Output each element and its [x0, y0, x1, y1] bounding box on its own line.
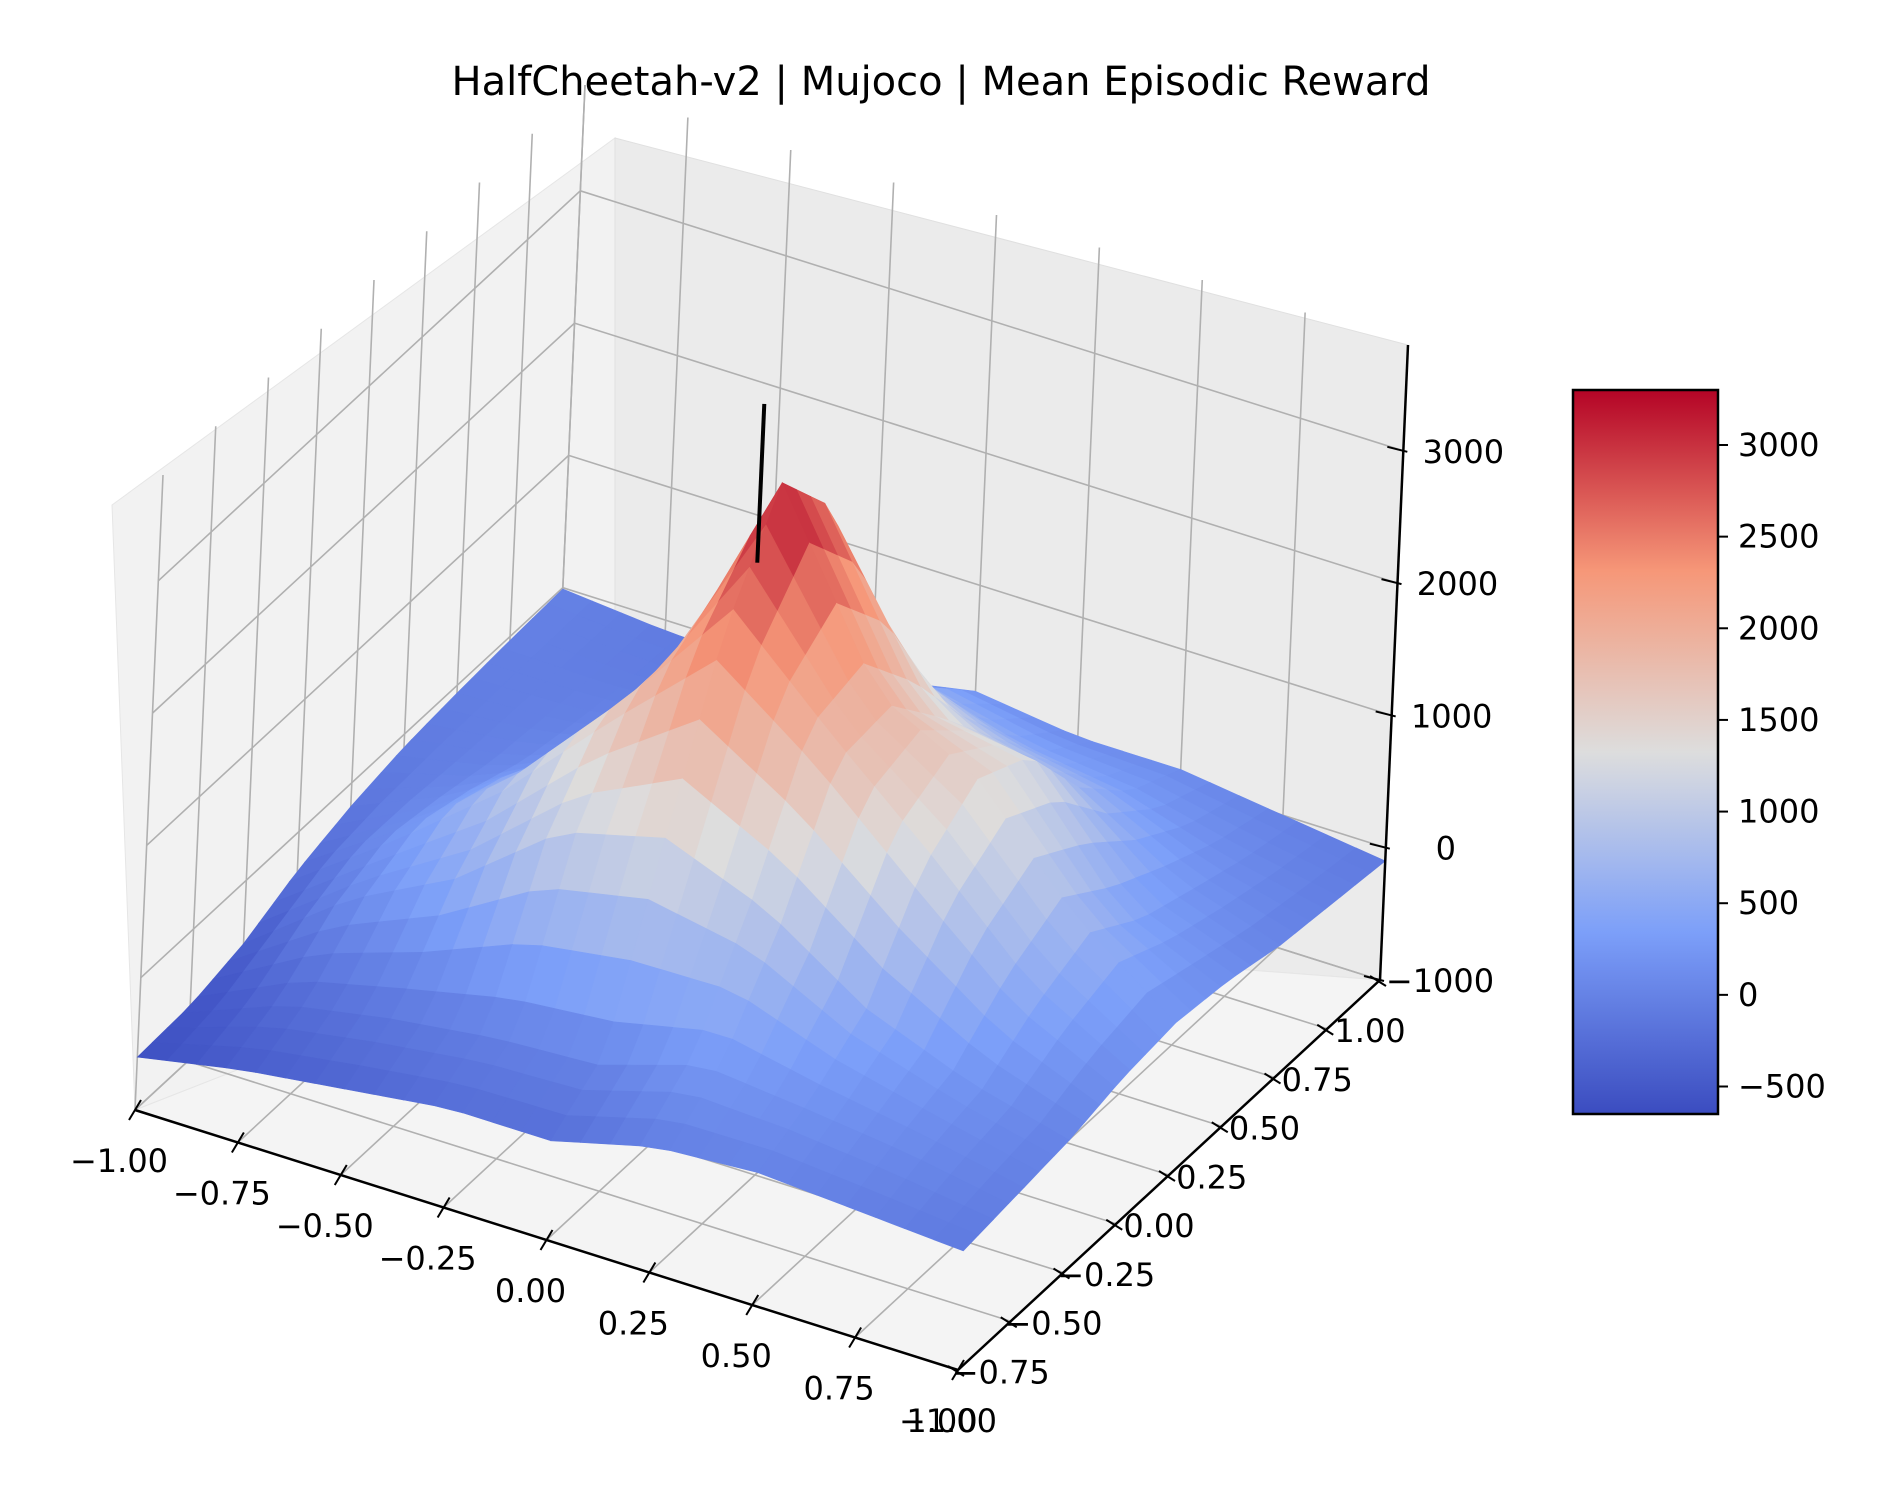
- y-tick-label: 0.75: [1282, 1061, 1353, 1099]
- x-tick-label: 0.50: [701, 1337, 772, 1375]
- x-tick-mark: [642, 1261, 657, 1284]
- x-tick-label: 0.75: [804, 1370, 875, 1408]
- colorbar: [1571, 388, 1720, 1116]
- x-tick-mark: [436, 1196, 451, 1219]
- colorbar-ticks: −500 0 500 1000 1500 2000 2500 3000: [1718, 426, 1826, 1106]
- surface: [136, 482, 1386, 1252]
- z-tick-label: 3000: [1423, 433, 1504, 471]
- y-tick-mark: [947, 1365, 965, 1377]
- y-tick-mark: [1211, 1121, 1229, 1134]
- z-tick-label: 0: [1436, 830, 1456, 868]
- surface-facet: [933, 1222, 979, 1252]
- y-axis-line: [957, 979, 1381, 1371]
- colorbar-tick-label: 2500: [1738, 518, 1819, 556]
- x-tick-label: −0.25: [379, 1240, 477, 1278]
- y-tick-label: −0.50: [1004, 1305, 1102, 1343]
- x-tick-mark: [848, 1326, 862, 1349]
- y-tick-label: 0.25: [1176, 1158, 1247, 1196]
- y-tick-label: 0.50: [1229, 1110, 1300, 1148]
- x-tick-mark: [333, 1164, 348, 1186]
- colorbar-tick-label: 3000: [1738, 426, 1819, 464]
- y-tick-mark: [1263, 1072, 1282, 1085]
- y-tick-mark: [1158, 1170, 1176, 1182]
- chart-title: HalfCheetah-v2 | Mujoco | Mean Episodic …: [451, 59, 1430, 105]
- z-tick-mark: [1369, 842, 1391, 850]
- x-tick-label: −0.50: [276, 1207, 374, 1245]
- x-tick-mark: [539, 1229, 554, 1251]
- colorbar-tick-label: 1500: [1738, 701, 1819, 739]
- y-tick-label: −0.25: [1057, 1256, 1155, 1294]
- x-tick-label: −0.75: [173, 1175, 271, 1213]
- z-tick-label: 2000: [1417, 565, 1498, 603]
- colorbar-tick-label: 0: [1738, 976, 1758, 1014]
- x-tick-label: 0.25: [598, 1305, 669, 1343]
- y-tick-mark: [1052, 1267, 1071, 1280]
- grid-line-z: [157, 189, 1404, 582]
- x-tick-label: 0.00: [495, 1272, 566, 1310]
- z-tick-label: −1000: [1386, 962, 1494, 1000]
- x-tick-mark: [951, 1359, 965, 1381]
- y-tick-label: −1.00: [899, 1402, 997, 1440]
- grid-line-z: [151, 322, 1398, 714]
- y-axis-ticks: −1.00 −0.75 −0.50 −0.25 0.00 0.25 0.50 0.75 1.00: [899, 975, 1406, 1440]
- z-tick-label: 1000: [1411, 697, 1492, 735]
- y-tick-label: 1.00: [1334, 1012, 1405, 1050]
- x-tick-label: 1.00: [906, 1402, 977, 1440]
- x-tick-mark: [128, 1099, 142, 1121]
- colorbar-tick-label: 500: [1738, 884, 1799, 922]
- z-tick-mark: [1363, 975, 1385, 982]
- peak-marker-line: [755, 403, 767, 563]
- z-axis-ticks: −1000 0 1000 2000 3000: [1363, 433, 1504, 1000]
- y-tick-mark: [1105, 1218, 1123, 1231]
- y-tick-label: −0.75: [952, 1353, 1050, 1391]
- x-tick-mark: [745, 1294, 760, 1316]
- colorbar-tick-label: 1000: [1738, 793, 1819, 831]
- colorbar-tick-label: −500: [1738, 1068, 1826, 1106]
- z-tick-mark: [1387, 445, 1408, 453]
- grid-line-z: [146, 454, 1392, 847]
- x-tick-label: −1.00: [70, 1142, 168, 1180]
- y-tick-mark: [1000, 1316, 1018, 1329]
- z-tick-mark: [1375, 710, 1396, 718]
- x-axis-ticks: −1.00−0.75−0.50−0.25 0.00 0.25 0.50 0.75 1.00: [70, 1099, 978, 1440]
- z-tick-mark: [1381, 578, 1402, 586]
- peak-marker: [755, 403, 767, 563]
- colorbar-tick-label: 2000: [1738, 609, 1819, 647]
- y-tick-label: 0.00: [1123, 1207, 1194, 1245]
- y-tick-mark: [1316, 1023, 1334, 1036]
- x-tick-mark: [231, 1131, 245, 1154]
